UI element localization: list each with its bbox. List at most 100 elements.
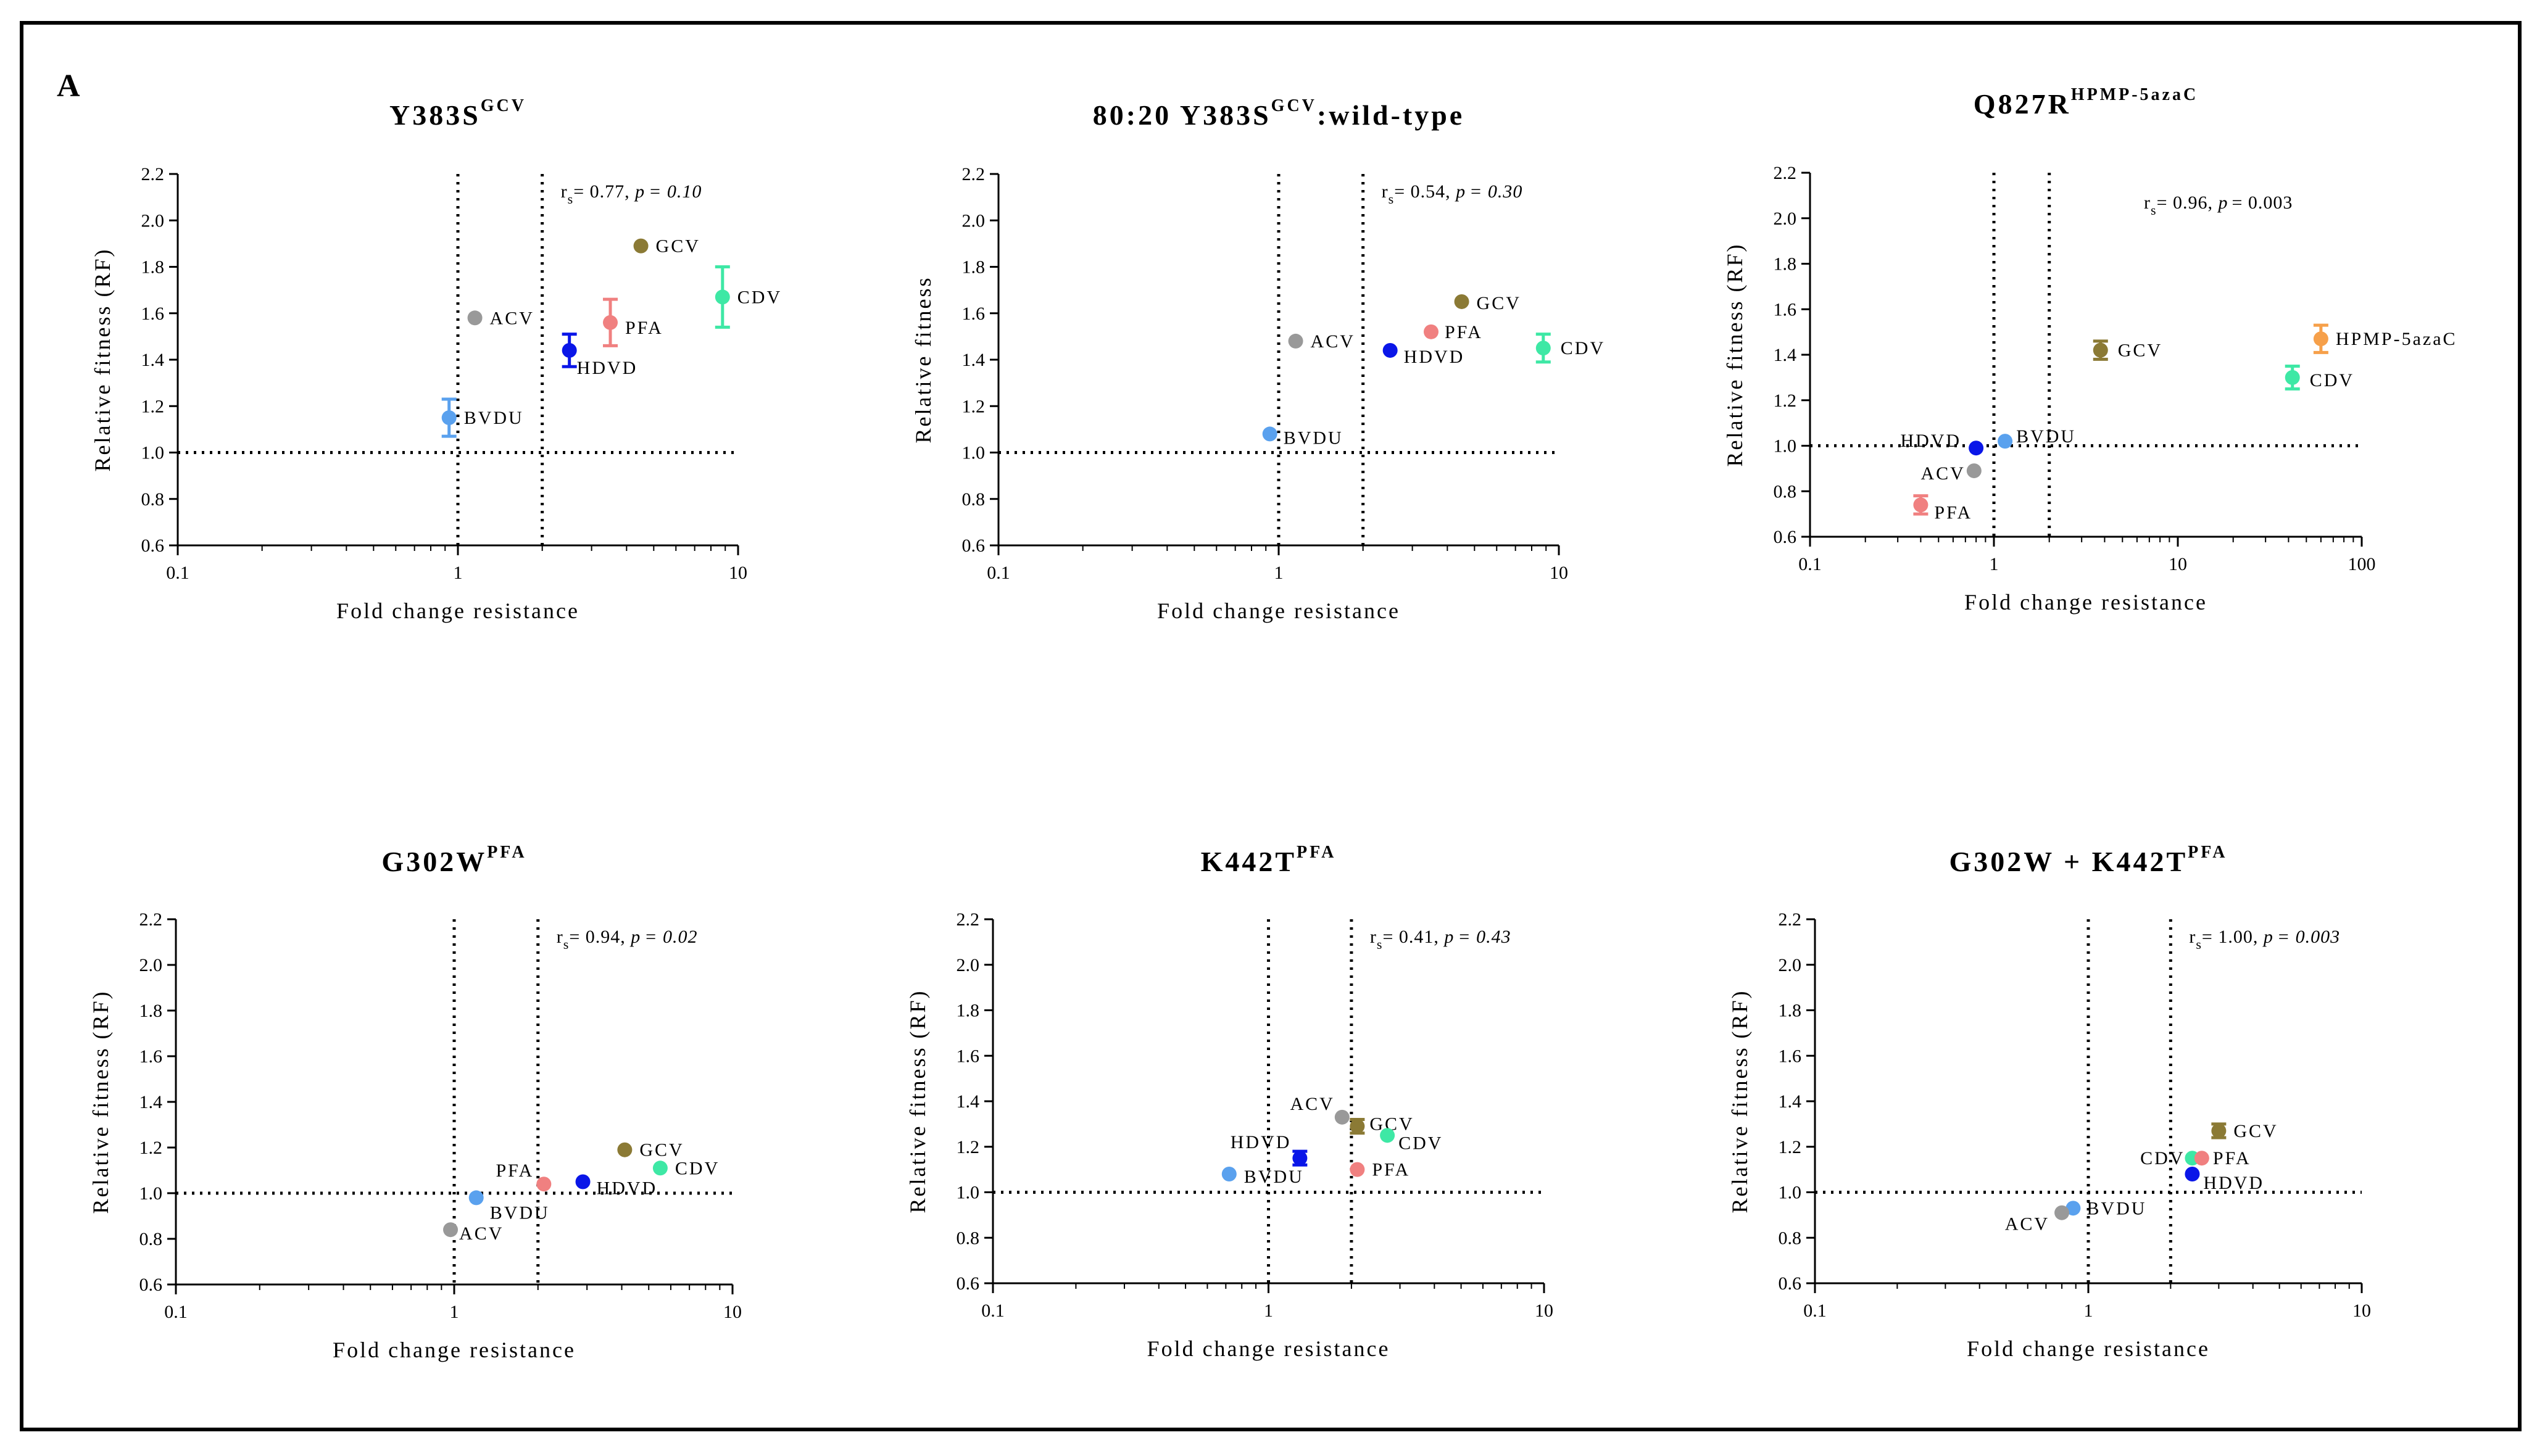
statistics-annotation: rs= 0.41, p = 0.43 xyxy=(1370,927,1511,952)
data-label: CDV xyxy=(675,1158,720,1178)
data-point-hdvd: HDVD xyxy=(2185,1167,2262,1193)
y-tick-label: 1.8 xyxy=(141,257,165,278)
y-tick-label: 2.2 xyxy=(141,164,165,184)
x-tick-label: 1 xyxy=(450,1302,459,1322)
y-tick-label: 2.2 xyxy=(962,164,986,184)
stat-p-value: = 0.003 xyxy=(2232,192,2293,213)
data-label: BVDU xyxy=(1284,428,1343,448)
stat-value: = 1.00, xyxy=(2202,927,2264,947)
data-point-bvdu: BVDU xyxy=(1262,426,1343,448)
data-point-cdv: CDV xyxy=(652,1158,720,1178)
y-tick-label: 1.2 xyxy=(1779,1137,1802,1157)
data-label: ACV xyxy=(2005,1214,2049,1235)
x-tick-label: 0.1 xyxy=(164,1302,188,1322)
y-tick-label: 1.0 xyxy=(139,1183,163,1204)
data-point-cdv: CDV xyxy=(1380,1128,1441,1153)
stat-r: r xyxy=(561,181,568,202)
stat-p: p xyxy=(1455,181,1466,202)
stat-p-value: = 0.30 xyxy=(1469,181,1522,202)
y-axis-label: Relative fitness (RF) xyxy=(1727,990,1752,1214)
y-tick-label: 0.6 xyxy=(139,1275,163,1295)
y-tick-label: 1.2 xyxy=(1774,391,1797,411)
data-label: HDVD xyxy=(1900,431,1961,451)
panel-label: A xyxy=(57,68,80,104)
y-tick-label: 0.8 xyxy=(1779,1228,1802,1248)
data-point-hdvd: HDVD xyxy=(1900,431,1984,456)
x-tick-label: 1 xyxy=(2084,1301,2093,1321)
data-label: HPMP-5azaC xyxy=(2336,329,2457,349)
chart-title: 80:20 Y383SGCV:wild-type xyxy=(1093,96,1464,131)
chart-title: Q827RHPMP-5azaC xyxy=(1974,85,2198,120)
stat-value: = 0.41, xyxy=(1382,927,1444,947)
y-tick-label: 2.0 xyxy=(957,955,980,975)
y-tick-label: 0.6 xyxy=(1774,527,1797,547)
data-marker xyxy=(652,1160,668,1176)
data-marker xyxy=(441,410,457,426)
data-marker xyxy=(575,1174,591,1189)
x-tick-label: 10 xyxy=(1535,1301,1553,1321)
data-point-acv: ACV xyxy=(2005,1205,2070,1235)
y-tick-label: 1.6 xyxy=(1779,1046,1802,1066)
data-marker xyxy=(1424,324,1439,339)
data-marker xyxy=(2211,1123,2227,1138)
data-label: GCV xyxy=(2233,1121,2278,1141)
data-marker xyxy=(633,238,649,254)
x-tick-label: 10 xyxy=(723,1302,742,1322)
data-marker xyxy=(1334,1109,1350,1125)
data-label: PFA xyxy=(2213,1148,2251,1169)
data-marker xyxy=(536,1177,552,1192)
chart-title-superscript: PFA xyxy=(487,843,526,862)
y-tick-label: 1.0 xyxy=(962,443,986,463)
stat-p: p xyxy=(629,927,641,947)
data-point-pfa: PFA xyxy=(2194,1148,2251,1169)
chart-title: Y383SGCV xyxy=(389,96,526,131)
chart-title: G302W + K442TPFA xyxy=(1949,843,2228,877)
data-marker xyxy=(2313,331,2328,347)
stat-value: = 0.77, xyxy=(573,181,635,202)
data-point-cdv: CDV xyxy=(1535,333,1603,364)
data-marker xyxy=(1350,1119,1365,1134)
data-point-pfa: PFA xyxy=(603,297,662,347)
data-point-bvdu: BVDU xyxy=(1998,426,2074,449)
x-tick-label: 1 xyxy=(1990,554,1999,574)
y-tick-label: 1.8 xyxy=(957,1001,980,1021)
y-tick-label: 1.4 xyxy=(962,350,986,370)
y-tick-label: 1.8 xyxy=(962,257,986,278)
y-tick-label: 1.6 xyxy=(139,1046,163,1067)
x-axis-label: Fold change resistance xyxy=(1157,598,1400,623)
data-point-cdv: CDV xyxy=(2140,1148,2200,1169)
chart-title-suffix: :wild-type xyxy=(1317,99,1464,131)
data-point-hdvd: HDVD xyxy=(1231,1132,1308,1167)
x-tick-label: 1 xyxy=(1264,1301,1273,1321)
y-axis-label: Relative fitness (RF) xyxy=(905,990,930,1214)
y-tick-label: 2.2 xyxy=(1774,163,1797,183)
data-label: BVDU xyxy=(1244,1167,1304,1187)
data-label: GCV xyxy=(1477,293,1521,313)
stat-p: p xyxy=(634,181,645,202)
data-point-hdvd: HDVD xyxy=(575,1174,655,1199)
data-label: PFA xyxy=(496,1160,534,1181)
stat-p: p xyxy=(2217,192,2228,213)
data-point-hpmp-5azac: HPMP-5azaC xyxy=(2313,323,2457,354)
data-marker xyxy=(2093,342,2108,358)
x-tick-label: 0.1 xyxy=(166,563,189,583)
y-tick-label: 0.6 xyxy=(1779,1273,1802,1294)
chart-panel-6: G302W + K442TPFA0.60.81.01.21.41.61.82.0… xyxy=(1727,843,2371,1361)
data-label: HDVD xyxy=(1404,347,1465,367)
data-marker xyxy=(2285,370,2300,385)
y-tick-label: 1.4 xyxy=(141,350,165,370)
y-tick-label: 1.0 xyxy=(1779,1183,1802,1203)
y-tick-label: 0.8 xyxy=(957,1228,980,1248)
data-point-acv: ACV xyxy=(1288,331,1353,352)
statistics-annotation: rs= 0.96, p = 0.003 xyxy=(2144,192,2293,218)
data-label: PFA xyxy=(1934,502,1972,523)
y-tick-label: 1.6 xyxy=(141,304,165,324)
y-tick-label: 1.4 xyxy=(957,1091,980,1112)
y-tick-label: 2.0 xyxy=(1774,209,1797,229)
chart-title-main: G302W xyxy=(381,846,487,877)
y-tick-label: 1.6 xyxy=(962,304,986,324)
x-tick-label: 10 xyxy=(729,563,747,583)
x-tick-label: 1 xyxy=(454,563,463,583)
stat-subscript: s xyxy=(563,937,570,952)
y-axis-label: Relative fitness (RF) xyxy=(90,248,115,472)
